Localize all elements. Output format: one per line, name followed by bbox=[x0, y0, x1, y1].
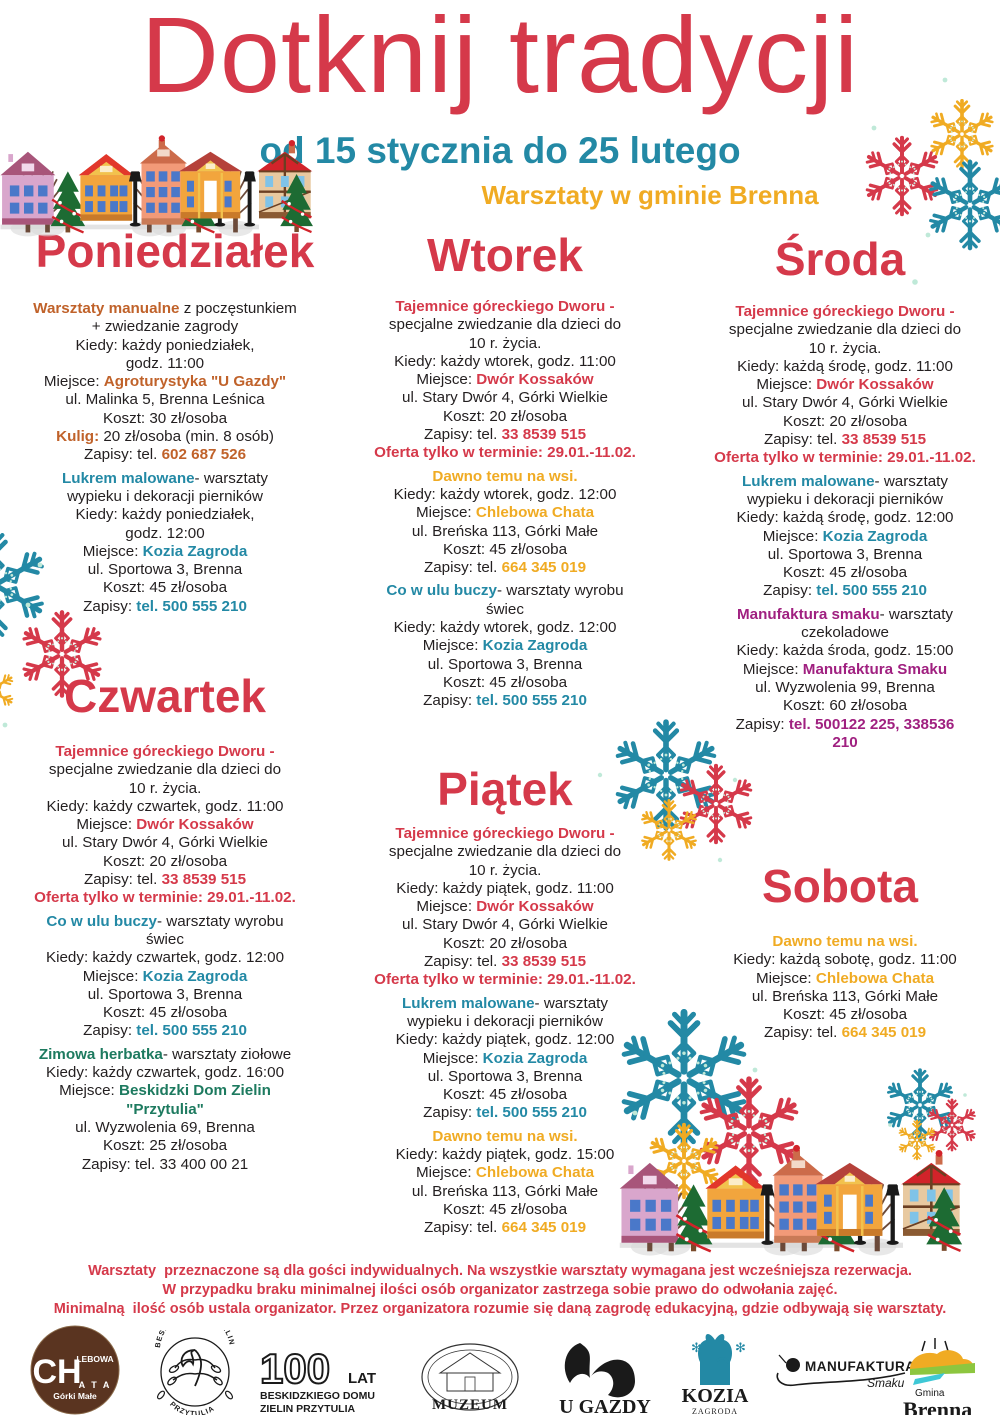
svg-text:LEBOWA: LEBOWA bbox=[76, 1354, 113, 1364]
svg-text:✻: ✻ bbox=[691, 1340, 702, 1355]
svg-text:✻: ✻ bbox=[735, 1340, 746, 1355]
svg-text:ZAGRODA: ZAGRODA bbox=[692, 1407, 738, 1415]
svg-text:ZIELIN PRZYTULIA: ZIELIN PRZYTULIA bbox=[260, 1403, 355, 1415]
svg-text:U GAZDY: U GAZDY bbox=[559, 1396, 651, 1415]
svg-text:A T A: A T A bbox=[79, 1380, 112, 1390]
svg-text:KOZIA: KOZIA bbox=[682, 1385, 749, 1407]
svg-text:PRZYTULIA: PRZYTULIA bbox=[168, 1400, 216, 1415]
svg-text:Brenna: Brenna bbox=[903, 1397, 972, 1415]
svg-text:LAT: LAT bbox=[348, 1370, 376, 1387]
svg-text:BESKIDZKI DOM ZIELIN: BESKIDZKI DOM ZIELIN bbox=[153, 1330, 237, 1348]
svg-text:MUZEUM: MUZEUM bbox=[432, 1397, 508, 1413]
svg-text:Górki Małe: Górki Małe bbox=[53, 1391, 97, 1401]
svg-text:BESKIDZKIEGO DOMU: BESKIDZKIEGO DOMU bbox=[260, 1390, 375, 1402]
svg-text:CH: CH bbox=[32, 1353, 81, 1391]
svg-text:100: 100 bbox=[260, 1345, 330, 1392]
